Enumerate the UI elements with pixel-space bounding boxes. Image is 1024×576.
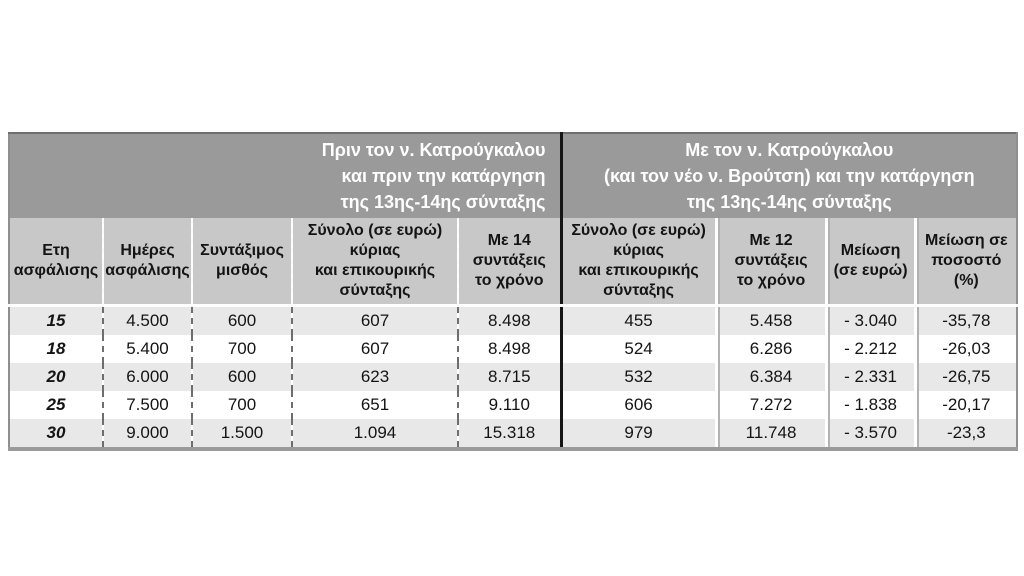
cell-days: 4.500: [102, 305, 192, 335]
group-header-after-law: Με τον ν. Κατρούγκαλου (και τον νέο ν. Β…: [559, 133, 1018, 218]
col-header-insurance-days: Ημέρες ασφάλισης: [102, 218, 192, 307]
cell-salary: 600: [191, 363, 292, 391]
group-header-row: Πριν τον ν. Κατρούγκαλου και πριν την κα…: [9, 133, 1018, 218]
cell-total-before: 651: [291, 391, 458, 419]
cell-reduction-percent: -23,3: [913, 419, 1018, 449]
cell-annual-12: 11.748: [714, 419, 827, 449]
cell-salary: 600: [191, 305, 292, 335]
cell-total-after: 455: [559, 305, 717, 335]
col-header-total-after: Σύνολο (σε ευρώ) κύριας και επικουρικής …: [559, 218, 717, 307]
cell-annual-14: 15.318: [456, 419, 562, 449]
cell-total-after: 532: [559, 363, 717, 391]
cell-reduction-euro: - 1.838: [824, 391, 916, 419]
col-header-pensionable-salary: Συντάξιμος μισθός: [191, 218, 292, 307]
table-row: 20 6.000 600 623 8.715 532 6.384 - 2.331…: [9, 363, 1018, 391]
cell-annual-14: 8.715: [456, 363, 562, 391]
cell-years: 20: [9, 363, 103, 391]
cell-days: 5.400: [102, 335, 192, 363]
cell-annual-14: 8.498: [456, 335, 562, 363]
cell-total-before: 623: [291, 363, 458, 391]
cell-total-before: 607: [291, 335, 458, 363]
cell-salary: 700: [191, 391, 292, 419]
cell-years: 30: [9, 419, 103, 449]
cell-annual-12: 5.458: [714, 305, 827, 335]
cell-reduction-euro: - 3.570: [824, 419, 916, 449]
col-header-reduction-euro: Μείωση (σε ευρώ): [824, 218, 916, 307]
cell-days: 6.000: [102, 363, 192, 391]
cell-annual-12: 6.286: [714, 335, 827, 363]
group-header-before-law: Πριν τον ν. Κατρούγκαλου και πριν την κα…: [9, 133, 562, 218]
cell-days: 7.500: [102, 391, 192, 419]
cell-total-after: 606: [559, 391, 717, 419]
col-header-insurance-years: Ετη ασφάλισης: [9, 218, 103, 307]
col-header-14-pensions-per-year: Με 14 συντάξεις το χρόνο: [456, 218, 562, 307]
cell-days: 9.000: [102, 419, 192, 449]
table-row: 18 5.400 700 607 8.498 524 6.286 - 2.212…: [9, 335, 1018, 363]
cell-total-after: 524: [559, 335, 717, 363]
cell-reduction-percent: -26,75: [913, 363, 1018, 391]
column-header-row: Ετη ασφάλισης Ημέρες ασφάλισης Συντάξιμο…: [9, 218, 1018, 307]
cell-reduction-percent: -20,17: [913, 391, 1018, 419]
cell-total-before: 1.094: [291, 419, 458, 449]
cell-annual-12: 7.272: [714, 391, 827, 419]
cell-annual-14: 8.498: [456, 305, 562, 335]
cell-annual-14: 9.110: [456, 391, 562, 419]
cell-reduction-euro: - 3.040: [824, 305, 916, 335]
cell-annual-12: 6.384: [714, 363, 827, 391]
col-header-total-before: Σύνολο (σε ευρώ) κύριας και επικουρικής …: [291, 218, 458, 307]
cell-total-before: 607: [291, 305, 458, 335]
table-row: 30 9.000 1.500 1.094 15.318 979 11.748 -…: [9, 419, 1018, 449]
cell-years: 18: [9, 335, 103, 363]
cell-salary: 1.500: [191, 419, 292, 449]
table-row: 15 4.500 600 607 8.498 455 5.458 - 3.040…: [9, 305, 1018, 335]
table-row: 25 7.500 700 651 9.110 606 7.272 - 1.838…: [9, 391, 1018, 419]
cell-years: 25: [9, 391, 103, 419]
cell-total-after: 979: [559, 419, 717, 449]
cell-reduction-euro: - 2.331: [824, 363, 916, 391]
cell-years: 15: [9, 305, 103, 335]
pension-comparison-table: Πριν τον ν. Κατρούγκαλου και πριν την κα…: [8, 132, 1019, 451]
cell-reduction-percent: -35,78: [913, 305, 1018, 335]
col-header-reduction-percent: Μείωση σε ποσοστό (%): [913, 218, 1018, 307]
cell-salary: 700: [191, 335, 292, 363]
cell-reduction-euro: - 2.212: [824, 335, 916, 363]
col-header-12-pensions-per-year: Με 12 συντάξεις το χρόνο: [714, 218, 827, 307]
cell-reduction-percent: -26,03: [913, 335, 1018, 363]
